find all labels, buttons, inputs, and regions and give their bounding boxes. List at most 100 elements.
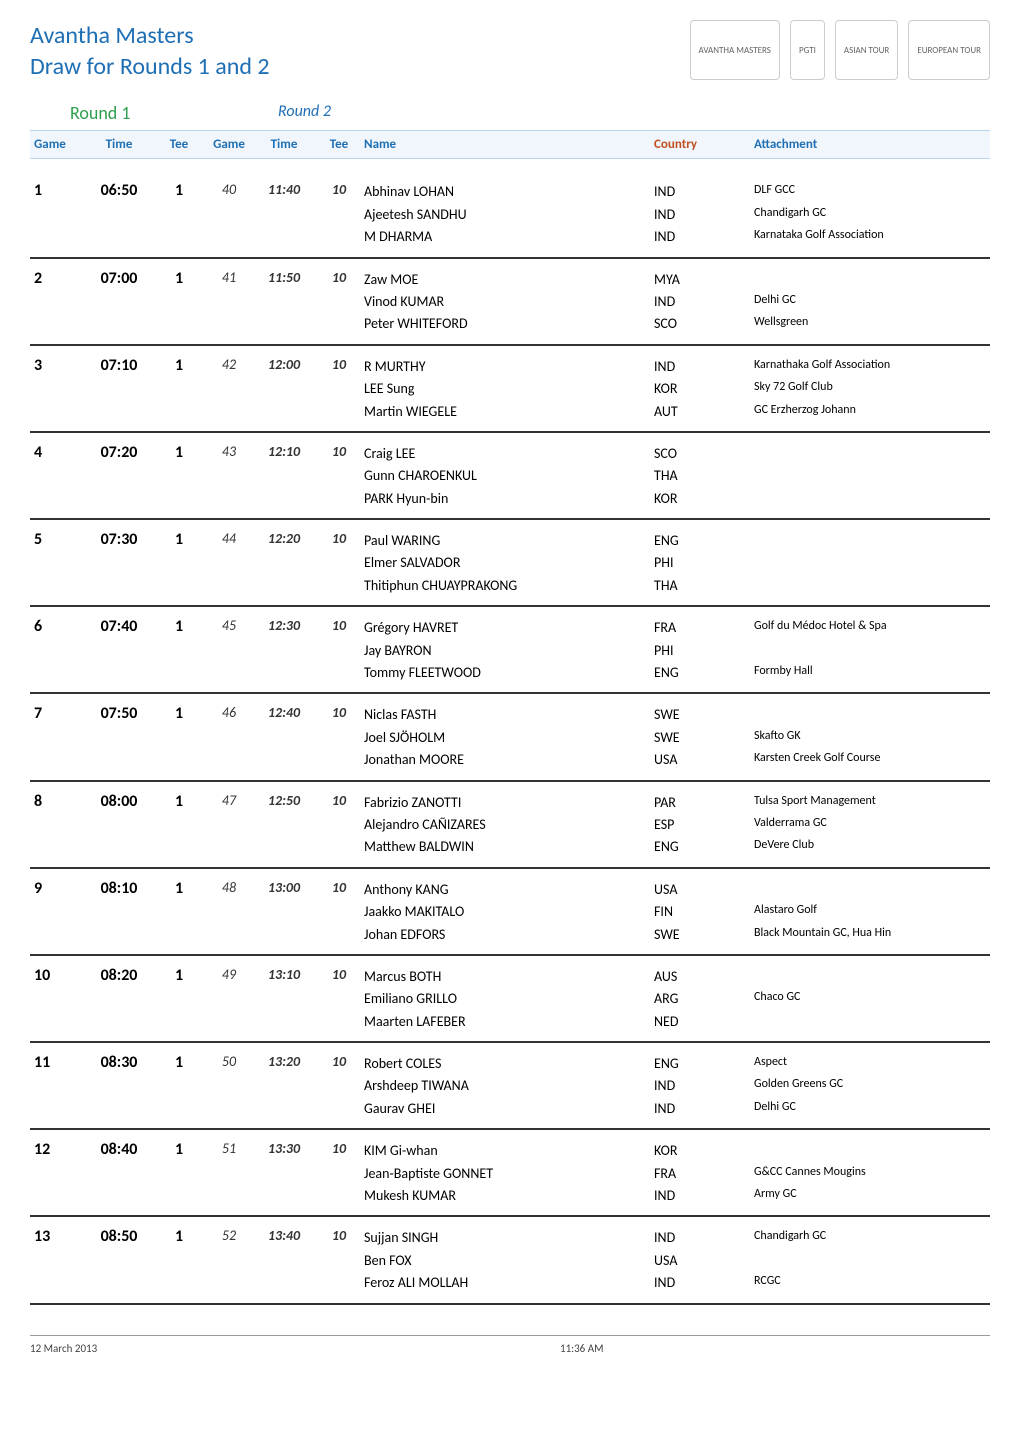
player-name: Joel SJÖHOLM — [364, 727, 654, 749]
game-number-r1: 10 — [30, 966, 84, 1033]
player-country: IND — [654, 226, 754, 248]
footer-time: 11:36 AM — [560, 1342, 760, 1355]
player-name: Peter WHITEFORD — [364, 313, 654, 335]
player-attachment — [754, 879, 990, 901]
col-game1: Game — [30, 137, 84, 152]
players-cell: Anthony KANGUSAJaakko MAKITALOFINAlastar… — [364, 879, 990, 946]
player-country: PHI — [654, 640, 754, 662]
player-country: USA — [654, 1250, 754, 1272]
player-name: KIM Gi-whan — [364, 1140, 654, 1162]
player-country: ESP — [654, 814, 754, 836]
tee-r2: 10 — [314, 879, 364, 946]
player-country: ENG — [654, 530, 754, 552]
col-time1: Time — [84, 137, 154, 152]
players-cell: Paul WARINGENGElmer SALVADORPHIThitiphun… — [364, 530, 990, 597]
player-row: Craig LEESCO — [364, 443, 990, 465]
player-attachment: Golden Greens GC — [754, 1075, 990, 1097]
footer-date: 12 March 2013 — [30, 1342, 330, 1355]
time-r1: 07:30 — [84, 530, 154, 597]
player-attachment: Delhi GC — [754, 291, 990, 313]
player-country: IND — [654, 1098, 754, 1120]
player-name: Vinod KUMAR — [364, 291, 654, 313]
player-name: Maarten LAFEBER — [364, 1011, 654, 1033]
tee-r1: 1 — [154, 443, 204, 510]
tee-r1: 1 — [154, 966, 204, 1033]
game-block: 407:2014312:1010Craig LEESCOGunn CHAROEN… — [30, 433, 990, 520]
game-number-r1: 9 — [30, 879, 84, 946]
player-row: Thitiphun CHUAYPRAKONGTHA — [364, 575, 990, 597]
player-country: FIN — [654, 901, 754, 923]
time-r1: 08:10 — [84, 879, 154, 946]
player-attachment: Chaco GC — [754, 988, 990, 1010]
player-country: IND — [654, 1185, 754, 1207]
player-country: KOR — [654, 1140, 754, 1162]
player-country: ENG — [654, 662, 754, 684]
player-attachment: Sky 72 Golf Club — [754, 378, 990, 400]
player-attachment — [754, 966, 990, 988]
player-row: Maarten LAFEBERNED — [364, 1011, 990, 1033]
player-attachment — [754, 704, 990, 726]
player-row: R MURTHYINDKarnathaka Golf Association — [364, 356, 990, 378]
player-country: IND — [654, 181, 754, 203]
game-number-r2: 51 — [204, 1140, 254, 1207]
player-name: Feroz ALI MOLLAH — [364, 1272, 654, 1294]
round-labels: Round 1 Round 2 — [30, 102, 990, 124]
game-number-r1: 2 — [30, 269, 84, 336]
player-name: Fabrizio ZANOTTI — [364, 792, 654, 814]
player-attachment: DLF GCC — [754, 181, 990, 203]
game-number-r2: 40 — [204, 181, 254, 248]
tee-r2: 10 — [314, 1227, 364, 1294]
player-row: Abhinav LOHANINDDLF GCC — [364, 181, 990, 203]
player-name: Matthew BALDWIN — [364, 836, 654, 858]
players-cell: Marcus BOTHAUSEmiliano GRILLOARGChaco GC… — [364, 966, 990, 1033]
time-r1: 08:20 — [84, 966, 154, 1033]
game-number-r2: 46 — [204, 704, 254, 771]
player-name: Anthony KANG — [364, 879, 654, 901]
player-country: SCO — [654, 443, 754, 465]
player-row: Elmer SALVADORPHI — [364, 552, 990, 574]
player-country: AUS — [654, 966, 754, 988]
player-row: Feroz ALI MOLLAHINDRCGC — [364, 1272, 990, 1294]
time-r1: 08:50 — [84, 1227, 154, 1294]
game-block: 207:0014111:5010Zaw MOEMYAVinod KUMARIND… — [30, 259, 990, 346]
game-number-r1: 13 — [30, 1227, 84, 1294]
players-cell: KIM Gi-whanKORJean-Baptiste GONNETFRAG&C… — [364, 1140, 990, 1207]
player-name: Jean-Baptiste GONNET — [364, 1163, 654, 1185]
player-name: Johan EDFORS — [364, 924, 654, 946]
player-row: Gunn CHAROENKULTHA — [364, 465, 990, 487]
time-r2: 13:20 — [254, 1053, 314, 1120]
player-row: Niclas FASTHSWE — [364, 704, 990, 726]
player-country: PHI — [654, 552, 754, 574]
player-attachment: GC Erzherzog Johann — [754, 401, 990, 423]
col-tee1: Tee — [154, 137, 204, 152]
player-name: M DHARMA — [364, 226, 654, 248]
players-cell: Grégory HAVRETFRAGolf du Médoc Hotel & S… — [364, 617, 990, 684]
tee-r2: 10 — [314, 530, 364, 597]
title-line-2: Draw for Rounds 1 and 2 — [30, 51, 270, 82]
time-r2: 12:10 — [254, 443, 314, 510]
player-country: IND — [654, 1272, 754, 1294]
player-attachment — [754, 465, 990, 487]
player-row: Anthony KANGUSA — [364, 879, 990, 901]
players-cell: Sujjan SINGHINDChandigarh GCBen FOXUSAFe… — [364, 1227, 990, 1294]
time-r2: 11:50 — [254, 269, 314, 336]
player-row: Sujjan SINGHINDChandigarh GC — [364, 1227, 990, 1249]
game-number-r2: 47 — [204, 792, 254, 859]
player-attachment: Golf du Médoc Hotel & Spa — [754, 617, 990, 639]
player-row: PARK Hyun-binKOR — [364, 488, 990, 510]
game-number-r2: 49 — [204, 966, 254, 1033]
time-r2: 12:00 — [254, 356, 314, 423]
game-number-r2: 48 — [204, 879, 254, 946]
player-row: Jean-Baptiste GONNETFRAG&CC Cannes Mougi… — [364, 1163, 990, 1185]
player-name: Robert COLES — [364, 1053, 654, 1075]
tee-r1: 1 — [154, 704, 204, 771]
tee-r2: 10 — [314, 181, 364, 248]
logo-group: AVANTHA MASTERS PGTI ASIAN TOUR EUROPEAN… — [690, 20, 990, 80]
game-number-r2: 44 — [204, 530, 254, 597]
player-attachment: Black Mountain GC, Hua Hin — [754, 924, 990, 946]
tee-r2: 10 — [314, 269, 364, 336]
col-country: Country — [654, 137, 754, 152]
player-row: Grégory HAVRETFRAGolf du Médoc Hotel & S… — [364, 617, 990, 639]
player-attachment — [754, 552, 990, 574]
tee-r1: 1 — [154, 181, 204, 248]
